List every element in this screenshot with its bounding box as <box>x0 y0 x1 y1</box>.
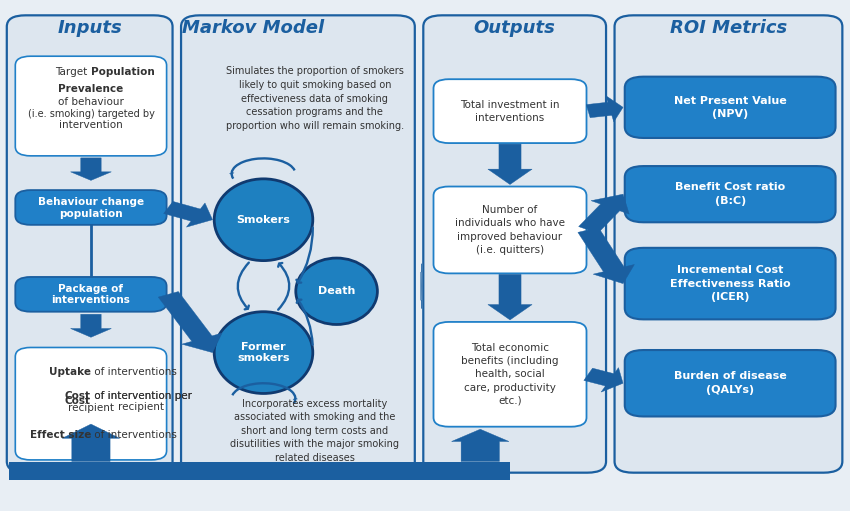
Polygon shape <box>164 201 212 227</box>
Polygon shape <box>586 96 623 122</box>
FancyBboxPatch shape <box>434 79 586 143</box>
Text: (i.e. smoking) targeted by: (i.e. smoking) targeted by <box>27 109 155 119</box>
Text: of interventions: of interventions <box>91 430 177 440</box>
Text: Former
smokers: Former smokers <box>237 342 290 363</box>
Polygon shape <box>488 274 532 320</box>
FancyBboxPatch shape <box>625 166 836 222</box>
Text: population: population <box>60 208 122 219</box>
Text: Burden of disease
(QALYs): Burden of disease (QALYs) <box>674 371 786 395</box>
Text: Smokers: Smokers <box>236 215 291 225</box>
Text: intervention: intervention <box>59 120 122 130</box>
Text: Simulates the proportion of smokers
likely to quit smoking based on
effectivenes: Simulates the proportion of smokers like… <box>226 66 404 131</box>
Text: recipient: recipient <box>68 403 114 412</box>
Text: interventions: interventions <box>52 295 130 306</box>
FancyBboxPatch shape <box>181 15 415 473</box>
Text: Target: Target <box>55 66 91 77</box>
Polygon shape <box>421 264 422 309</box>
FancyBboxPatch shape <box>625 248 836 319</box>
Text: ROI Metrics: ROI Metrics <box>670 19 787 37</box>
Text: Population: Population <box>91 66 155 77</box>
Text: of intervention per
recipient: of intervention per recipient <box>91 390 192 412</box>
Polygon shape <box>71 158 111 180</box>
Text: Incorporates excess mortality
associated with smoking and the
short and long ter: Incorporates excess mortality associated… <box>230 399 400 463</box>
FancyBboxPatch shape <box>15 277 167 312</box>
Polygon shape <box>578 227 634 284</box>
Text: Death: Death <box>318 286 355 296</box>
FancyBboxPatch shape <box>15 347 167 460</box>
Polygon shape <box>62 424 120 461</box>
Text: Number of
individuals who have
improved behaviour
(i.e. quitters): Number of individuals who have improved … <box>455 205 565 255</box>
Polygon shape <box>158 292 222 353</box>
Polygon shape <box>451 429 509 461</box>
Text: Behaviour change: Behaviour change <box>38 197 144 207</box>
Text: Incremental Cost
Effectiveness Ratio
(ICER): Incremental Cost Effectiveness Ratio (IC… <box>670 265 791 302</box>
FancyBboxPatch shape <box>423 15 606 473</box>
Text: of intervention per: of intervention per <box>91 391 192 401</box>
Ellipse shape <box>214 312 313 393</box>
FancyBboxPatch shape <box>434 322 586 427</box>
FancyBboxPatch shape <box>625 350 836 416</box>
Bar <box>8 462 510 480</box>
Ellipse shape <box>214 179 313 261</box>
Text: Total investment in
interventions: Total investment in interventions <box>460 100 560 123</box>
Text: Cost: Cost <box>65 391 91 401</box>
Text: of interventions: of interventions <box>91 367 177 377</box>
Text: Prevalence: Prevalence <box>59 84 123 95</box>
FancyBboxPatch shape <box>15 56 167 156</box>
Text: Inputs: Inputs <box>57 19 122 37</box>
Text: Uptake: Uptake <box>49 367 91 377</box>
Polygon shape <box>584 367 623 392</box>
Polygon shape <box>488 144 532 184</box>
Text: Net Present Value
(NPV): Net Present Value (NPV) <box>674 96 786 119</box>
FancyBboxPatch shape <box>625 77 836 138</box>
Text: Markov Model: Markov Model <box>182 19 325 37</box>
Text: Benefit Cost ratio
(B:C): Benefit Cost ratio (B:C) <box>675 182 785 206</box>
FancyBboxPatch shape <box>15 190 167 225</box>
Text: Outputs: Outputs <box>473 19 556 37</box>
Text: of behaviour: of behaviour <box>58 97 124 107</box>
Polygon shape <box>71 314 111 337</box>
FancyBboxPatch shape <box>434 187 586 273</box>
Text: Cost: Cost <box>65 397 91 406</box>
FancyBboxPatch shape <box>615 15 842 473</box>
Text: Total economic
benefits (including
health, social
care, productivity
etc.): Total economic benefits (including healt… <box>462 343 558 406</box>
Ellipse shape <box>296 258 377 324</box>
Text: Effect size: Effect size <box>30 430 91 440</box>
Polygon shape <box>579 194 629 234</box>
FancyBboxPatch shape <box>7 15 173 473</box>
Text: Package of: Package of <box>59 284 123 294</box>
